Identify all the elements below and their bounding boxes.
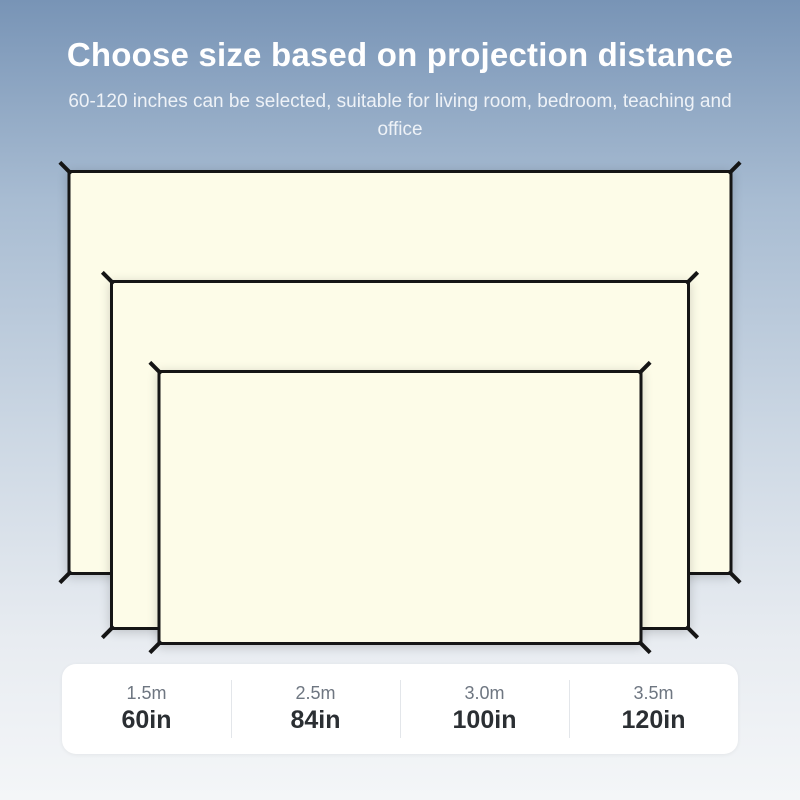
- screen-post-icon: [637, 640, 651, 654]
- screen-post-icon: [58, 161, 72, 175]
- distance-label: 3.5m: [633, 683, 673, 704]
- screen-post-icon: [727, 161, 741, 175]
- size-cell: 3.5m 120in: [569, 664, 738, 754]
- page-title: Choose size based on projection distance: [0, 36, 800, 74]
- screen-post-icon: [148, 640, 162, 654]
- page-subtitle: 60-120 inches can be selected, suitable …: [0, 88, 800, 143]
- screen-size-label: 60in: [121, 706, 171, 735]
- distance-label: 2.5m: [295, 683, 335, 704]
- screen-post-icon: [727, 570, 741, 584]
- screen-size-label: 100in: [453, 706, 517, 735]
- size-cell: 3.0m 100in: [400, 664, 569, 754]
- distance-label: 3.0m: [464, 683, 504, 704]
- size-table: 1.5m 60in 2.5m 84in 3.0m 100in 3.5m 120i…: [62, 664, 738, 754]
- screen-post-icon: [101, 625, 115, 639]
- screen-post-icon: [58, 570, 72, 584]
- distance-label: 1.5m: [126, 683, 166, 704]
- size-cell: 2.5m 84in: [231, 664, 400, 754]
- screen-post-icon: [685, 625, 699, 639]
- size-cell: 1.5m 60in: [62, 664, 231, 754]
- screen-size-label: 120in: [622, 706, 686, 735]
- screen-size-label: 84in: [290, 706, 340, 735]
- screen-small: [158, 370, 643, 645]
- infographic-root: Choose size based on projection distance…: [0, 0, 800, 800]
- screens-stack: [0, 170, 800, 660]
